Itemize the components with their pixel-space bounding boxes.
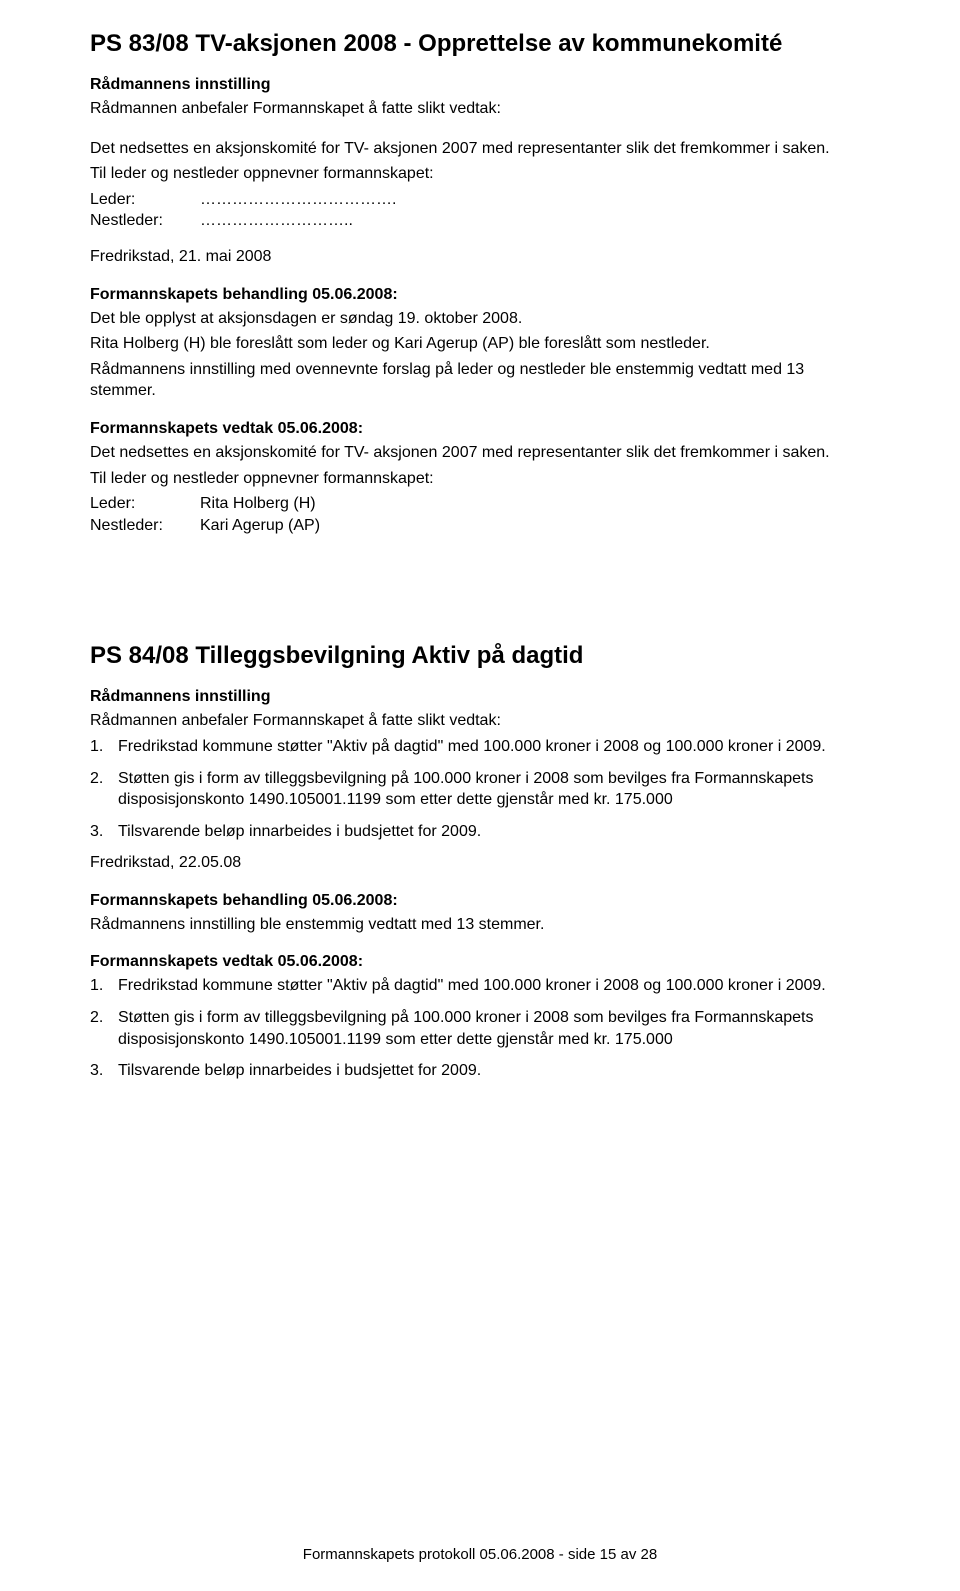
nestleder-line: Nestleder: ……………………….. [90,210,870,232]
leder-dots: ………………………………. [200,189,396,211]
nestleder-label: Nestleder: [90,210,200,232]
vedtak-leder-line: Leder: Rita Holberg (H) [90,493,870,515]
list-item-number: 2. [90,1007,118,1050]
page-footer: Formannskapets protokoll 05.06.2008 - si… [0,1546,960,1563]
behandling-p2: Rita Holberg (H) ble foreslått som leder… [90,333,870,355]
list-item-text: Fredrikstad kommune støtter "Aktiv på da… [118,975,870,997]
innstilling-heading: Rådmannens innstilling [90,688,870,706]
vedtak-nestleder-label: Nestleder: [90,515,200,537]
leder-line: Leder: ………………………………. [90,189,870,211]
behandling-text: Rådmannens innstilling ble enstemmig ved… [90,914,870,936]
list-item: 1.Fredrikstad kommune støtter "Aktiv på … [90,736,870,758]
nestleder-dots: ……………………….. [200,210,353,232]
vedtak-p2: Til leder og nestleder oppnevner formann… [90,468,870,490]
behandling-heading: Formannskapets behandling 05.06.2008: [90,892,870,910]
list-item-text: Støtten gis i form av tilleggsbevilgning… [118,1007,870,1050]
list-item: 3.Tilsvarende beløp innarbeides i budsje… [90,1060,870,1082]
list-item-text: Tilsvarende beløp innarbeides i budsjett… [118,1060,870,1082]
date-line: Fredrikstad, 22.05.08 [90,852,870,874]
list-item: 2.Støtten gis i form av tilleggsbevilgni… [90,768,870,811]
behandling-p3: Rådmannens innstilling med ovennevnte fo… [90,359,870,402]
innstilling-line: Rådmannen anbefaler Formannskapet å fatt… [90,710,870,732]
list-item-text: Støtten gis i form av tilleggsbevilgning… [118,768,870,811]
vedtak-p1: Det nedsettes en aksjonskomité for TV- a… [90,442,870,464]
date-line: Fredrikstad, 21. mai 2008 [90,246,870,268]
list-item-number: 3. [90,1060,118,1082]
vedtak-heading: Formannskapets vedtak 05.06.2008: [90,953,870,971]
list-item: 3.Tilsvarende beløp innarbeides i budsje… [90,821,870,843]
vedtak-leder-label: Leder: [90,493,200,515]
section-ps-83-08: PS 83/08 TV-aksjonen 2008 - Opprettelse … [90,30,870,536]
section-title: PS 83/08 TV-aksjonen 2008 - Opprettelse … [90,30,870,58]
nedsettes-text: Det nedsettes en aksjonskomité for TV- a… [90,138,870,160]
list-item-number: 1. [90,975,118,997]
leder-label: Leder: [90,189,200,211]
behandling-heading: Formannskapets behandling 05.06.2008: [90,286,870,304]
numbered-list: 1.Fredrikstad kommune støtter "Aktiv på … [90,975,870,1081]
list-item-text: Fredrikstad kommune støtter "Aktiv på da… [118,736,870,758]
section-title: PS 84/08 Tilleggsbevilgning Aktiv på dag… [90,642,870,670]
list-item-number: 1. [90,736,118,758]
innstilling-heading: Rådmannens innstilling [90,76,870,94]
vedtak-leder-value: Rita Holberg (H) [200,493,316,515]
numbered-list: 1.Fredrikstad kommune støtter "Aktiv på … [90,736,870,842]
list-item-number: 3. [90,821,118,843]
section-ps-84-08: PS 84/08 Tilleggsbevilgning Aktiv på dag… [90,642,870,1082]
list-item-text: Tilsvarende beløp innarbeides i budsjett… [118,821,870,843]
list-item: 2.Støtten gis i form av tilleggsbevilgni… [90,1007,870,1050]
list-item: 1.Fredrikstad kommune støtter "Aktiv på … [90,975,870,997]
vedtak-heading: Formannskapets vedtak 05.06.2008: [90,420,870,438]
vedtak-nestleder-line: Nestleder: Kari Agerup (AP) [90,515,870,537]
innstilling-line: Rådmannen anbefaler Formannskapet å fatt… [90,98,870,120]
list-item-number: 2. [90,768,118,811]
vedtak-nestleder-value: Kari Agerup (AP) [200,515,320,537]
behandling-p1: Det ble opplyst at aksjonsdagen er sønda… [90,308,870,330]
oppnevner-line: Til leder og nestleder oppnevner formann… [90,163,870,185]
